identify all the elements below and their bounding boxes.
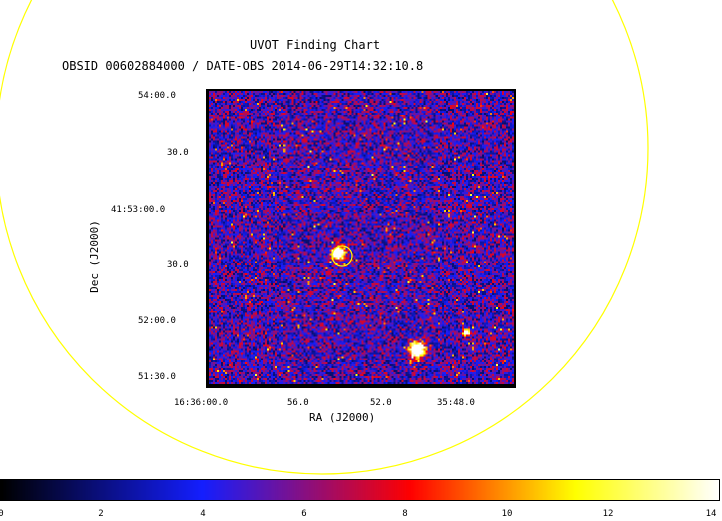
x-tick: 52.0 [370,398,392,408]
y-tick: 41:53:00.0 [111,205,166,215]
colorbar-tick: 14 [705,509,717,519]
y-tick: 51:30.0 [138,372,176,382]
y-tick: 30.0 [167,260,189,270]
chart-title: UVOT Finding Chart [250,38,381,52]
colorbar-tick: 2 [98,509,104,519]
colorbar [0,479,720,501]
x-tick: 16:36:00.0 [174,398,229,408]
y-tick: 30.0 [167,148,189,158]
colorbar-tick: 0 [0,509,4,519]
colorbar-tick: 10 [501,509,513,519]
x-axis-label: RA (J2000) [309,411,376,424]
sky-image-canvas [209,91,514,384]
x-tick: 35:48.0 [437,398,475,408]
y-tick: 54:00.0 [138,91,176,101]
colorbar-tick: 6 [301,509,307,519]
colorbar-tick: 4 [200,509,206,519]
chart-subtitle: OBSID 00602884000 / DATE-OBS 2014-06-29T… [62,59,424,73]
colorbar-tick: 12 [602,509,614,519]
sky-image [206,89,516,388]
y-tick: 52:00.0 [138,316,176,326]
x-tick: 56.0 [287,398,309,408]
colorbar-tick: 8 [402,509,408,519]
y-axis-label: Dec (J2000) [87,220,101,293]
